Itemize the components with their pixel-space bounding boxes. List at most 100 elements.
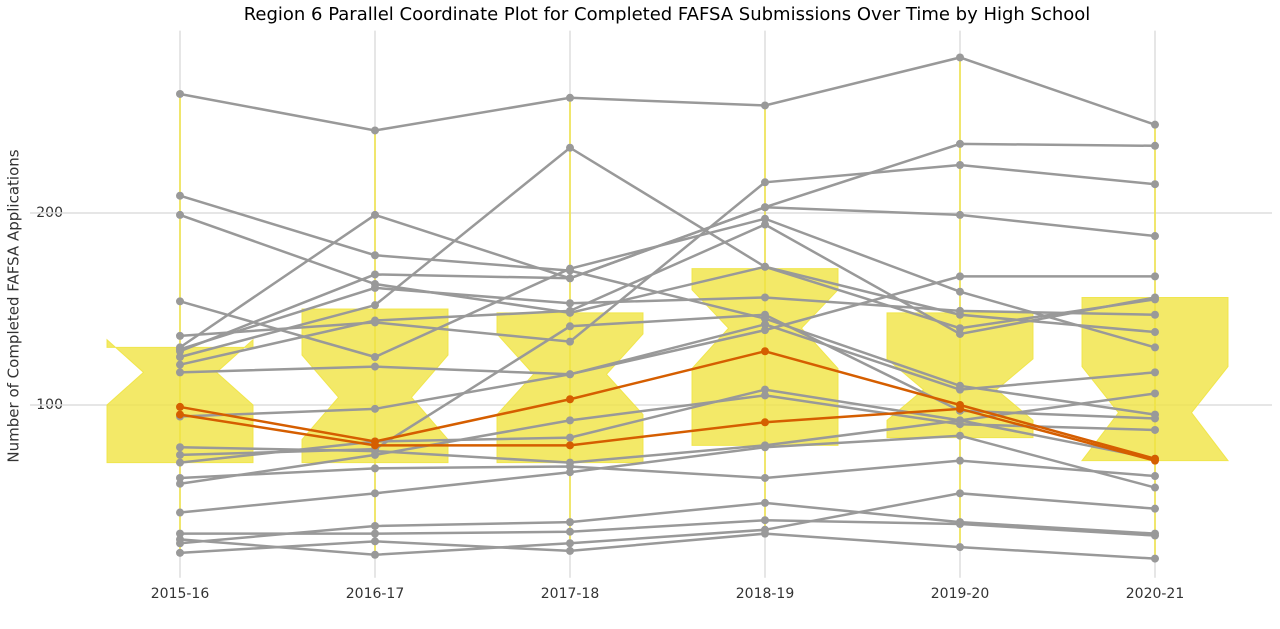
point: [176, 450, 184, 459]
point: [176, 402, 184, 411]
point: [1151, 368, 1159, 377]
x-tick-label: 2018-19: [736, 586, 795, 602]
point: [176, 297, 184, 306]
point: [1151, 141, 1159, 150]
point: [1151, 310, 1159, 319]
point: [371, 521, 379, 530]
point: [1151, 472, 1159, 481]
point: [1151, 504, 1159, 513]
school-line: [179, 407, 1156, 462]
point: [956, 385, 964, 394]
point: [761, 391, 769, 400]
point: [1151, 180, 1159, 189]
point: [956, 404, 964, 413]
point: [566, 370, 574, 379]
point: [761, 310, 769, 319]
point: [176, 331, 184, 340]
point: [176, 473, 184, 482]
point: [566, 306, 574, 315]
school-line: [179, 388, 1156, 464]
point: [176, 89, 184, 98]
point: [956, 489, 964, 498]
point: [956, 287, 964, 296]
point: [1151, 554, 1159, 563]
point: [956, 420, 964, 429]
point: [566, 433, 574, 442]
point: [956, 543, 964, 552]
point: [176, 535, 184, 544]
point: [761, 418, 769, 427]
school-line: [179, 213, 1156, 330]
point: [566, 93, 574, 102]
point: [566, 462, 574, 471]
point: [371, 301, 379, 310]
x-tick-label: 2015-16: [151, 586, 210, 602]
point: [371, 450, 379, 459]
point: [956, 139, 964, 148]
school-line: [179, 286, 1156, 351]
point: [371, 126, 379, 135]
school-line: [179, 146, 1156, 359]
point: [566, 143, 574, 152]
point: [761, 347, 769, 356]
point: [761, 220, 769, 229]
point: [761, 203, 769, 212]
point: [566, 518, 574, 527]
point: [176, 368, 184, 377]
point: [956, 53, 964, 62]
point: [566, 416, 574, 425]
point: [1151, 456, 1159, 465]
point: [566, 322, 574, 331]
point: [761, 262, 769, 271]
x-tick-label: 2020-21: [1126, 586, 1185, 602]
point: [176, 353, 184, 361]
point: [566, 274, 574, 283]
school-line: [179, 142, 1156, 353]
point: [566, 546, 574, 555]
point: [371, 353, 379, 361]
school-line: [179, 56, 1156, 132]
point: [371, 464, 379, 473]
point: [761, 385, 769, 394]
point: [956, 456, 964, 465]
point: [761, 516, 769, 525]
school-line: [179, 532, 1156, 560]
school-line: [179, 313, 1156, 457]
point: [371, 251, 379, 260]
school-line: [179, 394, 1156, 485]
chart-title: Region 6 Parallel Coordinate Plot for Co…: [244, 4, 1091, 25]
school-line: [179, 501, 1156, 545]
y-axis-label: Number of Completed FAFSA Applications: [5, 149, 23, 462]
point: [1151, 425, 1159, 434]
point: [1151, 483, 1159, 492]
notched-box: [1080, 296, 1230, 462]
point: [176, 410, 184, 419]
point: [1151, 293, 1159, 302]
school-line: [179, 194, 1156, 416]
point: [1151, 232, 1159, 241]
point: [566, 441, 574, 450]
point: [1151, 389, 1159, 398]
point: [1151, 343, 1159, 352]
point: [176, 443, 184, 452]
point: [761, 473, 769, 482]
point: [566, 264, 574, 273]
point: [371, 316, 379, 325]
point: [761, 101, 769, 110]
point: [956, 324, 964, 333]
point: [566, 337, 574, 346]
point: [371, 537, 379, 546]
point: [1151, 328, 1159, 337]
point: [956, 272, 964, 281]
point: [761, 326, 769, 335]
point: [566, 539, 574, 548]
point: [761, 293, 769, 302]
point: [371, 529, 379, 538]
point: [956, 210, 964, 219]
point: [566, 299, 574, 308]
school-line: [179, 163, 1156, 343]
point: [176, 548, 184, 557]
point: [566, 468, 574, 477]
point: [761, 525, 769, 534]
